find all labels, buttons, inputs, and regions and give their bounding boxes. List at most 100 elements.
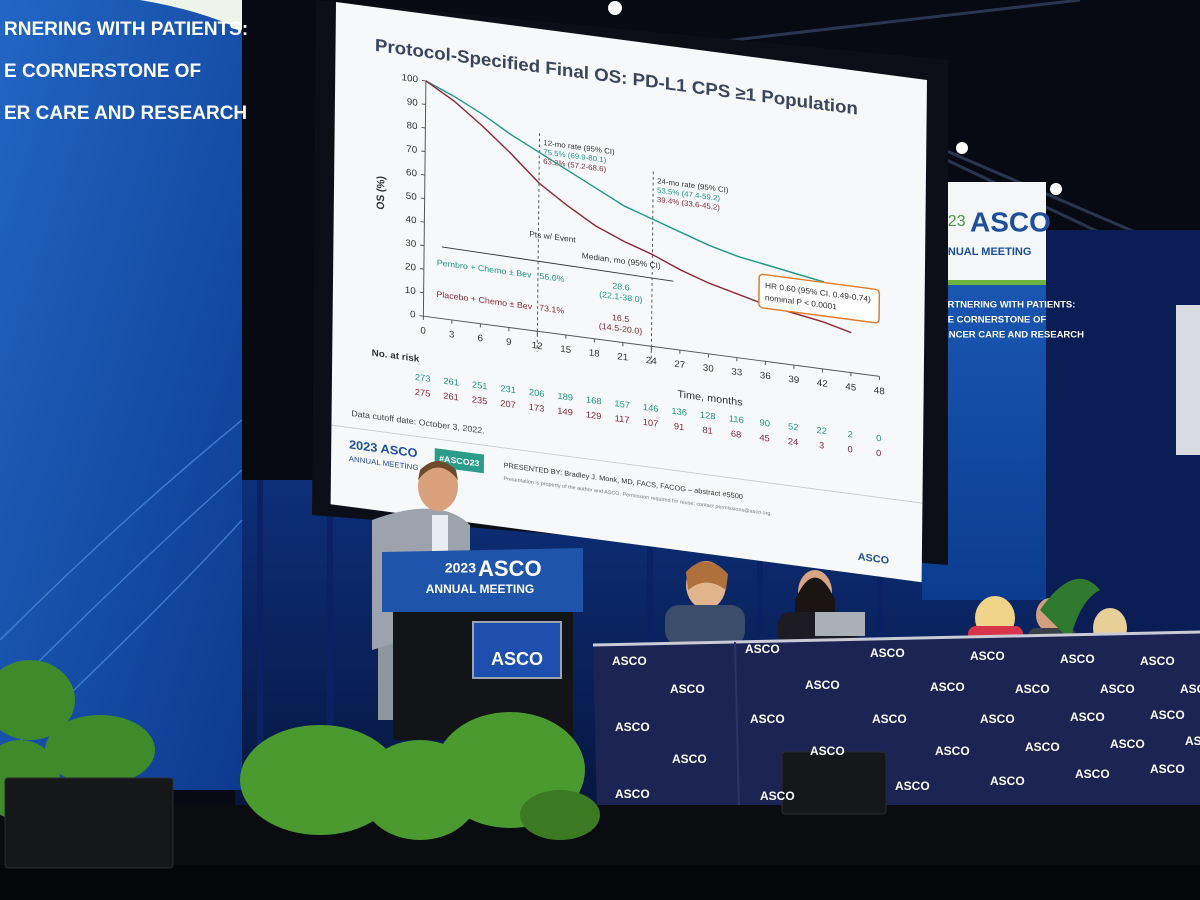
banner-subtitle: ANNUAL MEETING [932,246,1031,258]
y-tick [421,126,426,129]
slide-background [330,2,928,583]
table-logo: ASCO [895,779,930,793]
table-seam [734,641,740,813]
survival-curve [425,80,852,334]
y-axis-label: OS (%) [375,175,388,210]
podium-top [382,548,583,612]
plant [45,715,155,785]
x-tick-label: 15 [560,344,571,356]
table-logo: ASCO [612,654,647,668]
laptop [815,612,865,636]
risk-count: 0 [847,444,852,454]
banner-line: PARTNERING WITH PATIENTS: [935,300,1075,311]
risk-count: 251 [472,380,488,392]
stage-monitor [4,777,174,869]
risk-count: 24 [788,436,798,447]
table-logo: ASCO [1060,652,1095,666]
y-tick-label: 70 [406,144,417,156]
curtain-right [1040,230,1200,650]
x-tick-label: 27 [674,359,685,371]
x-tick-label: 18 [589,348,600,360]
y-tick-label: 20 [405,261,416,273]
risk-count: 235 [472,395,488,407]
table-events: 73.1% [539,303,565,316]
risk-count: 146 [643,402,659,414]
table-logo: ASCO [1100,682,1135,696]
x-tick-label: 42 [817,378,828,390]
y-tick [420,221,425,223]
side-screen [1176,305,1200,455]
banner-accent [140,0,242,30]
panelist-body [665,605,745,645]
table-logo: ASCO [970,649,1005,663]
risk-count: 157 [614,398,630,410]
plants-center [240,712,600,840]
plant [240,725,400,835]
y-tick [421,150,426,152]
risk-count: 173 [529,402,545,414]
table-median: 28.6 [612,281,630,293]
banner-brand: ASCO [970,206,1051,237]
risk-count: 45 [759,432,769,443]
x-tick-label: 30 [703,363,714,375]
podium-screen-logo: ASCO [491,649,543,669]
y-tick [419,268,424,270]
panelist-hair [686,561,728,590]
speaker-hair [418,461,458,480]
speaker-shirt [432,515,448,555]
footer-rule [331,424,923,504]
podium-year: 2023 [445,560,476,576]
table-rule [441,246,674,282]
y-tick [420,174,425,176]
table-events: 56.0% [539,271,565,284]
table-logo: ASCO [1150,708,1185,722]
x-tick-label: 0 [420,325,426,336]
hr-box [758,273,881,324]
y-tick-label: 0 [410,309,416,320]
risk-count: 136 [671,406,687,418]
y-tick-label: 100 [402,72,419,85]
risk-count: 129 [586,410,602,422]
banner-line: CANCER CARE AND RESEARCH [935,330,1084,341]
table-logo: ASCO [670,682,705,696]
table-logo: ASCO [805,678,840,692]
plant [520,790,600,840]
banner-line: ER CARE AND RESEARCH [4,103,247,124]
table-logo: ASCO [1140,654,1175,668]
plant [1040,578,1100,640]
y-tick [420,244,425,247]
risk-count: 275 [415,387,431,399]
podium-subtitle: ANNUAL MEETING [426,582,534,596]
footer-corner: ASCO [858,551,889,567]
y-tick-label: 60 [406,167,417,179]
risk-count: 81 [702,425,712,436]
risk-count: 68 [731,429,741,440]
table-logo: ASCO [870,646,905,660]
risk-count: 52 [788,421,798,432]
risk-count: 261 [443,376,459,388]
x-tick-label: 45 [845,382,856,394]
table-logo: ASCO [745,642,780,656]
y-axis [422,80,427,317]
stage-light [1050,183,1062,195]
risk-count: 149 [557,406,573,418]
y-tick [421,103,426,105]
y-tick-label: 50 [406,191,417,203]
risk-count: 90 [759,418,769,429]
risk-count: 261 [443,391,459,403]
risk-count: 128 [700,410,716,422]
banner-line: RNERING WITH PATIENTS: [4,19,248,40]
banner-stripe [922,280,1046,285]
table-logo: ASCO [1025,740,1060,754]
x-tick-label: 33 [731,366,742,378]
table-logo: ASCO [980,712,1015,726]
table-logo: ASCO [760,789,795,803]
y-tick-label: 90 [407,97,418,109]
table-logo: ASCO [872,712,907,726]
y-tick-label: 80 [407,120,418,132]
y-tick-label: 30 [405,238,416,250]
table-logo: ASCO [615,787,650,801]
x-tick-label: 3 [449,329,455,340]
